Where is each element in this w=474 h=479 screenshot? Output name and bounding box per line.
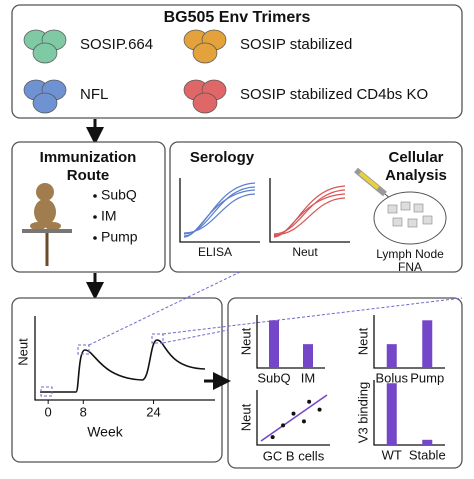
trimer-label: SOSIP stabilized CD4bs KO <box>240 86 428 103</box>
title: BG505 Env Trimers <box>164 9 311 26</box>
link-line <box>88 271 241 346</box>
mini-axes <box>256 315 325 369</box>
immunization-title: Route <box>67 167 110 184</box>
trimer-icon <box>192 92 218 114</box>
immunization-box <box>11 141 166 273</box>
x-tick-label: 0 <box>45 404 52 419</box>
sample-box <box>151 333 164 344</box>
timeline-y-label: Neut <box>15 338 30 366</box>
bar <box>422 439 433 445</box>
category-label: Pump <box>410 370 444 385</box>
x-tick-label: 8 <box>80 404 87 419</box>
bullet <box>93 215 97 219</box>
category-label: IM <box>301 370 315 385</box>
trimer-icon <box>32 92 58 114</box>
bullet <box>93 194 97 198</box>
lymph-node-icon <box>373 191 447 245</box>
bullet <box>93 236 97 240</box>
mini-y-label: Neut <box>355 327 370 355</box>
timeline-x-label: Week <box>87 424 124 440</box>
neut-curve <box>40 339 206 393</box>
immunization-title: Immunization <box>40 149 137 166</box>
trimer-label: SOSIP.664 <box>80 36 153 53</box>
trimer-label: SOSIP stabilized <box>240 36 352 53</box>
neut-axes <box>269 178 350 243</box>
bar <box>303 344 313 368</box>
route-item: Pump <box>101 229 138 245</box>
bar <box>386 344 397 368</box>
sample-box <box>40 386 53 397</box>
elisa-axes <box>179 178 260 243</box>
point <box>281 423 286 428</box>
serology-title: Serology <box>190 149 255 166</box>
trimer-icon <box>192 42 218 64</box>
bar <box>422 320 433 368</box>
point <box>301 419 306 424</box>
point <box>291 411 296 416</box>
bar <box>269 320 279 368</box>
sample-box <box>77 344 90 355</box>
category-label: Bolus <box>375 370 408 385</box>
mini-y-label: Neut <box>238 403 253 431</box>
point <box>317 407 322 412</box>
mini-axes <box>373 380 445 446</box>
timeline-axes <box>34 316 215 401</box>
mini-axes <box>256 390 330 446</box>
cellular-title: Analysis <box>385 167 447 184</box>
route-item: SubQ <box>101 187 137 203</box>
neut-curves <box>273 185 346 238</box>
trend-line <box>260 394 328 442</box>
trimer-label: NFL <box>80 86 108 103</box>
category-label: Stable <box>409 447 446 462</box>
node-follicles <box>387 201 433 228</box>
cellular-title: Cellular <box>388 149 443 166</box>
mini-axes <box>373 315 445 369</box>
point <box>270 435 275 440</box>
mini-y-label: Neut <box>238 327 253 355</box>
monkey-icon <box>22 183 72 266</box>
route-item: IM <box>101 208 117 224</box>
mini-y-label: V3 binding <box>355 382 370 443</box>
category-label: WT <box>382 447 402 462</box>
neut-label: Neut <box>292 245 318 259</box>
link-line <box>162 329 229 344</box>
trimer-box <box>11 4 463 119</box>
mini-x-label: GC B cells <box>263 448 325 463</box>
bar <box>386 383 397 445</box>
trimer-icon <box>32 42 58 64</box>
elisa-label: ELISA <box>198 245 232 259</box>
link-line <box>162 297 463 335</box>
category-label: SubQ <box>257 370 290 385</box>
point <box>307 399 312 404</box>
x-tick-label: 24 <box>146 404 160 419</box>
elisa-curves <box>183 182 256 238</box>
cellular-label: Lymph Node <box>376 247 444 261</box>
cellular-label: FNA <box>398 260 422 274</box>
